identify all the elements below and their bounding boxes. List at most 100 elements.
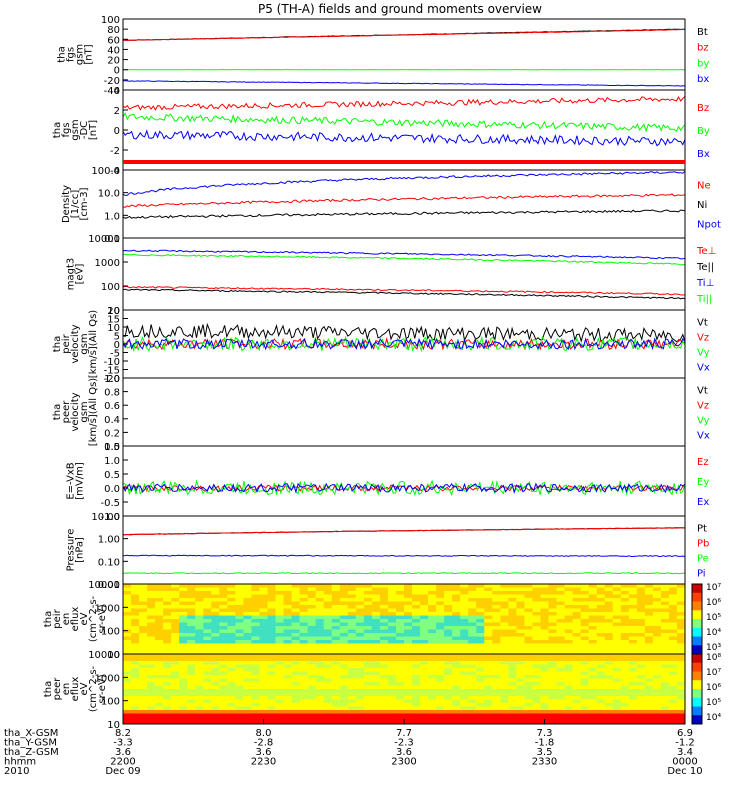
x-row-label: tha_Y-GSM xyxy=(4,738,57,749)
heatmap-cell xyxy=(371,696,381,700)
heatmap-cell xyxy=(620,591,630,595)
x-row-value: 6.9 xyxy=(677,728,693,739)
heatmap-cell xyxy=(371,706,381,711)
heatmap-cell xyxy=(564,654,574,658)
heatmap-cell xyxy=(668,675,678,679)
heatmap-cell xyxy=(636,591,646,595)
heatmap-cell xyxy=(628,671,638,676)
heatmap-cell xyxy=(540,619,550,623)
heatmap-cell xyxy=(211,608,220,613)
heatmap-cell xyxy=(179,615,188,620)
heatmap-cell xyxy=(532,664,541,669)
heatmap-cell xyxy=(444,713,453,718)
heatmap-cell xyxy=(644,640,654,644)
heatmap-cell xyxy=(476,584,485,588)
heatmap-cell xyxy=(371,710,381,714)
heatmap-cell xyxy=(179,692,188,697)
heatmap-cell xyxy=(203,689,212,693)
heatmap-cell xyxy=(203,636,212,641)
heatmap-cell xyxy=(492,682,501,686)
heatmap-cell xyxy=(339,584,349,588)
heatmap-cell xyxy=(476,654,485,658)
series-line-ey xyxy=(122,479,686,497)
heatmap-cell xyxy=(171,601,180,606)
heatmap-cell xyxy=(644,598,654,602)
y-tick-label: 10000 xyxy=(88,650,120,661)
heatmap-cell xyxy=(548,615,558,620)
heatmap-cell xyxy=(572,703,582,707)
heatmap-cell xyxy=(371,713,381,718)
heatmap-cell xyxy=(420,584,429,588)
heatmap-cell xyxy=(395,598,405,602)
heatmap-cell xyxy=(235,629,244,634)
heatmap-cell xyxy=(628,650,638,655)
heatmap-cell xyxy=(339,615,349,620)
heatmap-cell xyxy=(572,587,582,592)
heatmap-cell xyxy=(444,682,453,686)
heatmap-cell xyxy=(379,661,389,665)
heatmap-cell xyxy=(139,706,148,711)
heatmap-cell xyxy=(371,664,381,669)
heatmap-cell xyxy=(444,706,453,711)
heatmap-cell xyxy=(604,706,614,711)
heatmap-cell xyxy=(267,717,277,721)
heatmap-cell xyxy=(420,622,429,627)
heatmap-cell xyxy=(323,689,333,693)
heatmap-cell xyxy=(291,612,301,616)
heatmap-cell xyxy=(492,584,501,588)
heatmap-cell xyxy=(436,619,445,623)
heatmap-cell xyxy=(187,706,196,711)
heatmap-cell xyxy=(211,622,220,627)
heatmap-cell xyxy=(155,591,164,595)
heatmap-cell xyxy=(283,713,293,718)
heatmap-cell xyxy=(620,706,630,711)
heatmap-cell xyxy=(315,608,325,613)
y-tick-label: 0 xyxy=(114,66,120,77)
heatmap-cell xyxy=(588,601,598,606)
heatmap-cell xyxy=(572,710,582,714)
heatmap-cell xyxy=(540,622,550,627)
heatmap-cell xyxy=(404,629,413,634)
y-tick-label: 100 xyxy=(101,627,120,638)
heatmap-cell xyxy=(315,696,325,700)
heatmap-cell xyxy=(347,636,357,641)
heatmap-cell xyxy=(404,720,413,725)
heatmap-cell xyxy=(267,608,277,613)
heatmap-cell xyxy=(556,661,566,665)
heatmap-cell xyxy=(123,703,132,707)
heatmap-cell xyxy=(299,664,309,669)
heatmap-cell xyxy=(468,626,477,630)
heatmap-cell xyxy=(620,668,630,672)
y-tick-label: 0.2 xyxy=(104,428,120,439)
heatmap-cell xyxy=(588,605,598,609)
heatmap-cell xyxy=(347,661,357,665)
heatmap-cell xyxy=(387,584,397,588)
heatmap-cell xyxy=(540,703,550,707)
heatmap-cell xyxy=(604,696,614,700)
heatmap-cell xyxy=(227,629,236,634)
y-axis-label: [cm-3] xyxy=(79,187,90,220)
heatmap-cell xyxy=(147,692,156,697)
heatmap-cell xyxy=(644,682,654,686)
heatmap-cell xyxy=(315,633,325,637)
heatmap-cell xyxy=(339,643,349,648)
heatmap-cell xyxy=(452,654,461,658)
heatmap-cell xyxy=(636,643,646,648)
heatmap-cell xyxy=(468,689,477,693)
x-row-value: 3.4 xyxy=(677,747,693,758)
heatmap-cell xyxy=(628,633,638,637)
heatmap-cell xyxy=(412,636,421,641)
heatmap-cell xyxy=(420,591,429,595)
heatmap-cell xyxy=(147,633,156,637)
heatmap-cell xyxy=(355,654,365,658)
heatmap-cell xyxy=(668,629,678,634)
heatmap-cell xyxy=(379,657,389,662)
heatmap-cell xyxy=(628,682,638,686)
heatmap-cell xyxy=(139,626,148,630)
heatmap-cell xyxy=(131,696,140,700)
heatmap-cell xyxy=(323,657,333,662)
heatmap-cell xyxy=(676,703,686,707)
heatmap-cell xyxy=(580,650,590,655)
heatmap-cell xyxy=(339,692,349,697)
heatmap-cell xyxy=(371,584,381,588)
